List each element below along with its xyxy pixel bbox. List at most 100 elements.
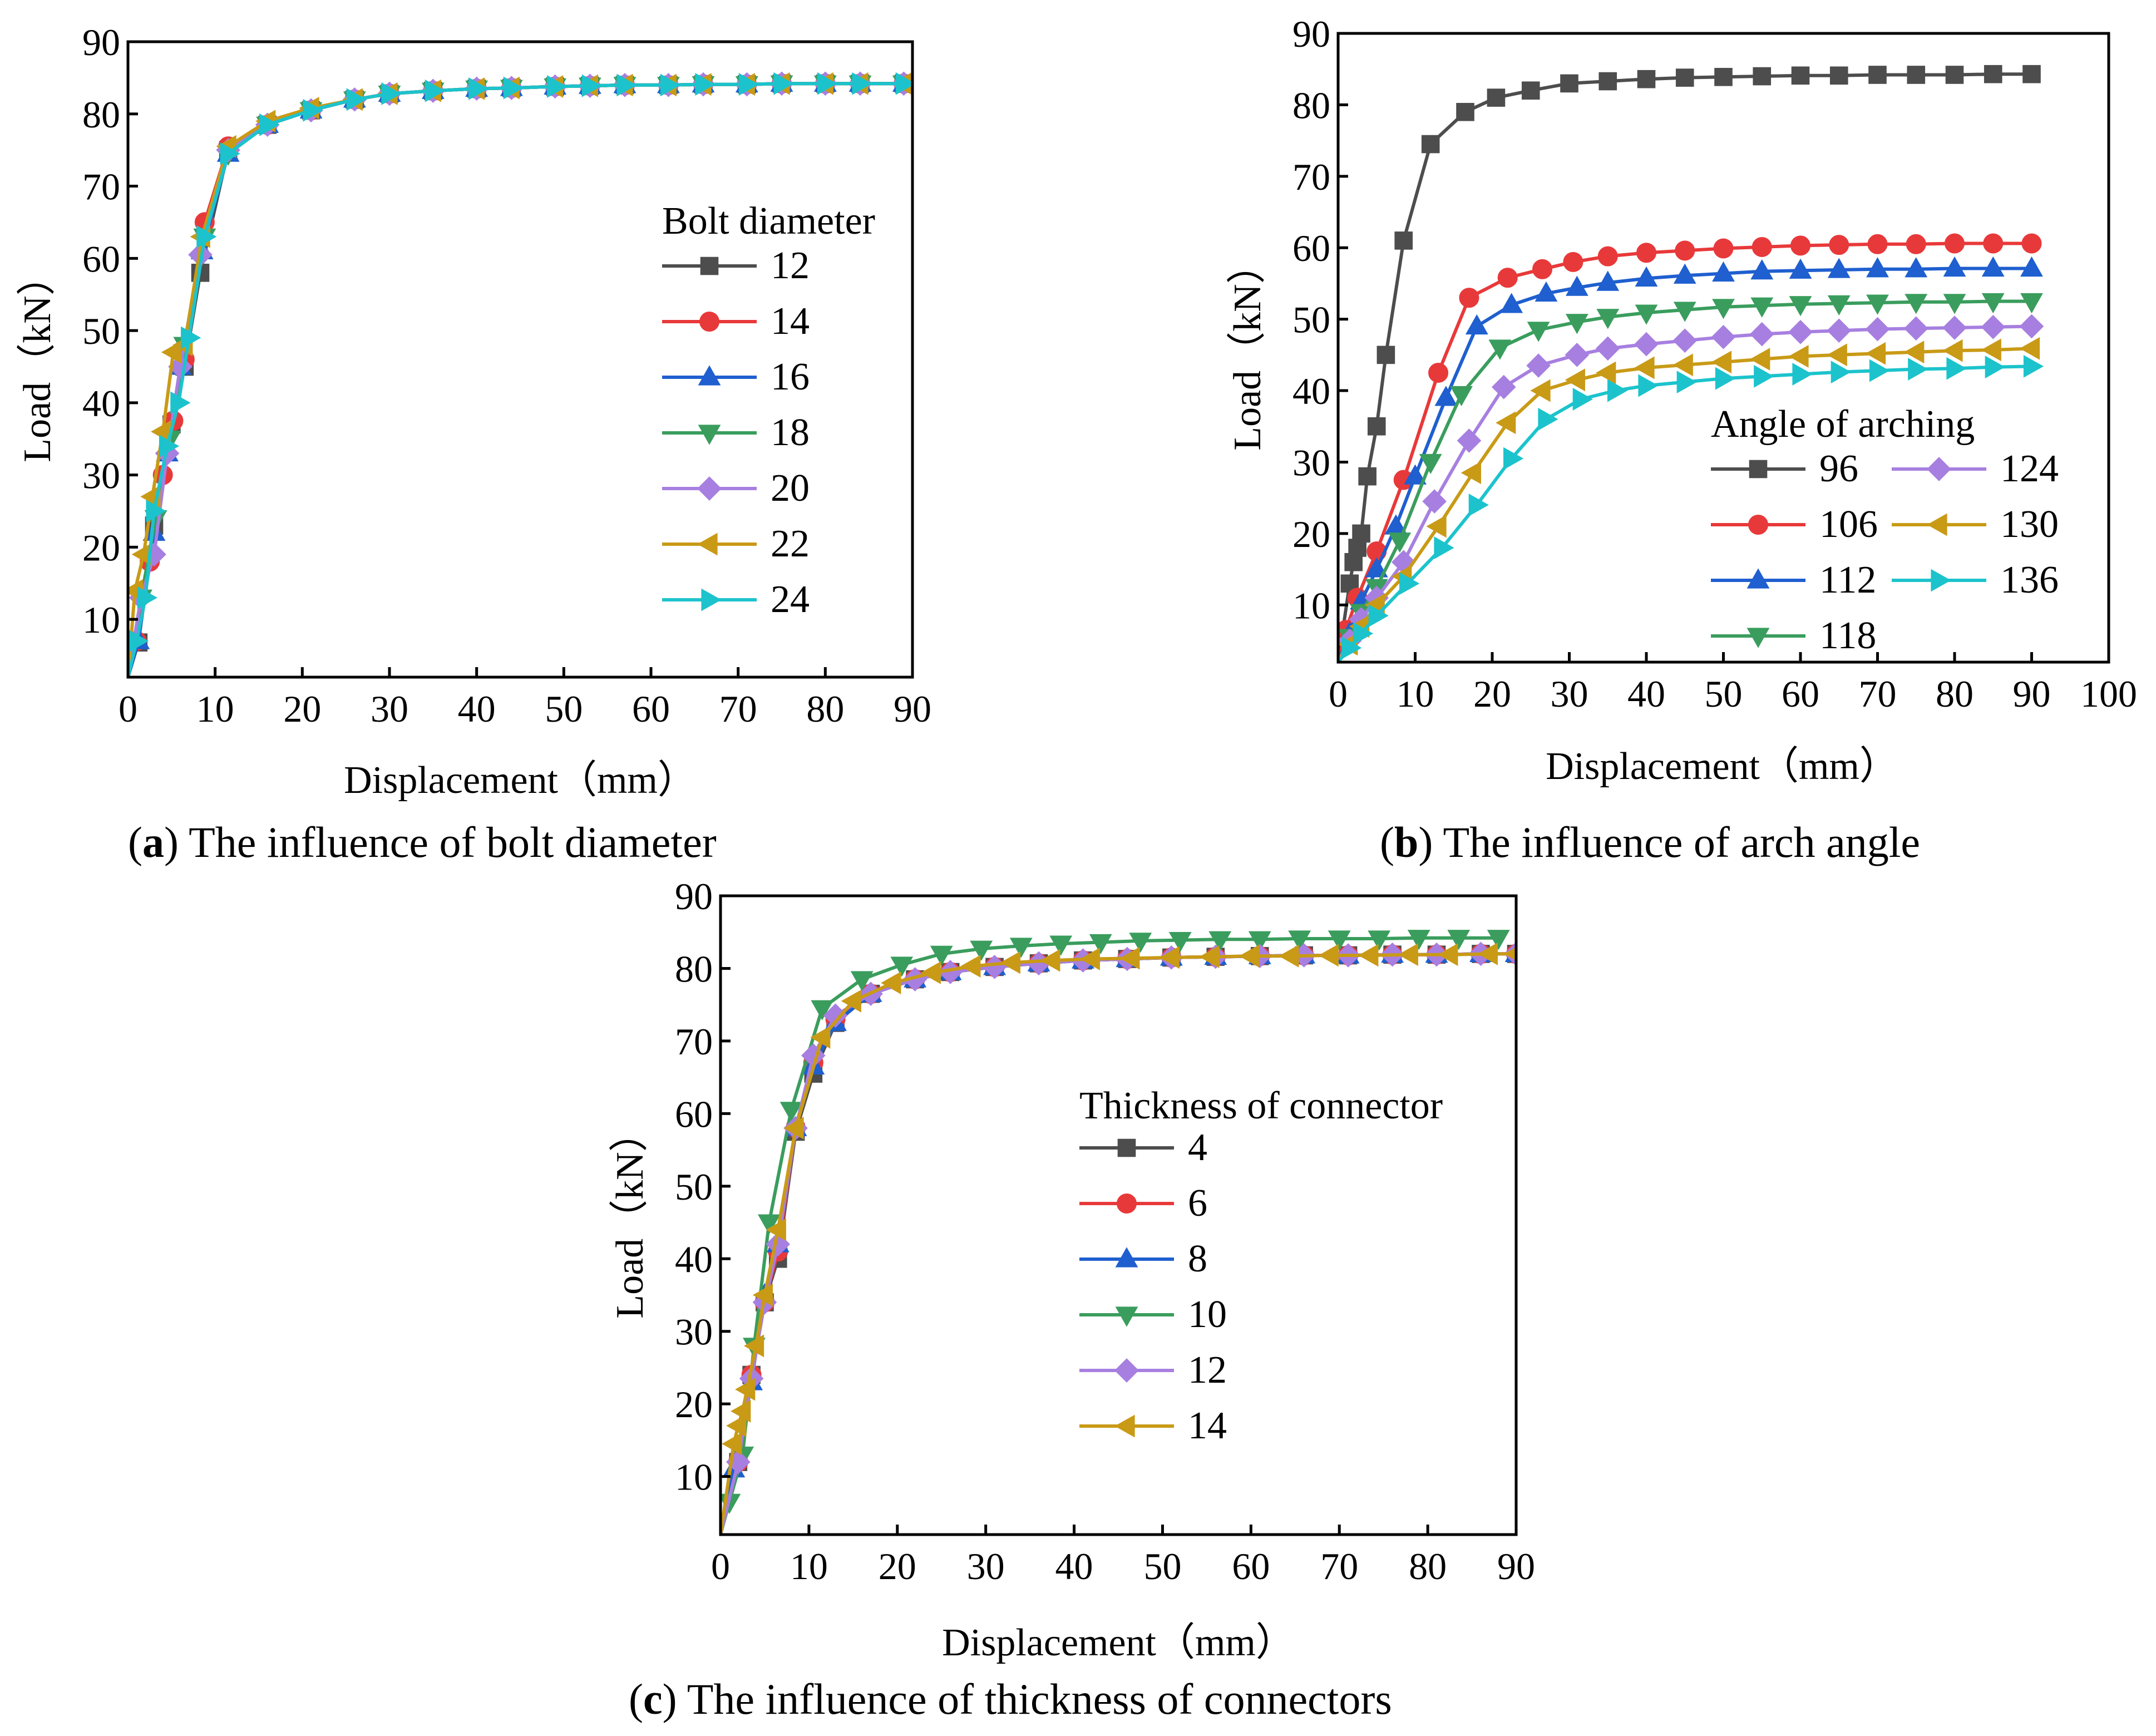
legend-marker (700, 257, 719, 275)
data-point (1461, 461, 1481, 485)
data-point (1672, 353, 1693, 377)
legend-item-96: 96 (1711, 447, 1858, 490)
legend-item-16: 16 (662, 356, 810, 398)
legend-item-22: 22 (662, 522, 810, 565)
data-point (1497, 268, 1518, 288)
data-point (1945, 233, 1965, 254)
data-point (1713, 238, 1734, 259)
panel-b-xtick-label: 70 (1859, 673, 1897, 715)
legend-item-136: 136 (1892, 559, 2059, 601)
data-point (1827, 343, 1847, 367)
data-point (881, 971, 901, 994)
data-point (960, 955, 981, 978)
data-point (1715, 367, 1736, 390)
data-point (1318, 944, 1339, 967)
panel-b-xtick-label: 80 (1936, 673, 1974, 715)
data-point (895, 72, 912, 95)
panel-a-caption-letter: a (142, 818, 164, 866)
data-point (1526, 353, 1551, 378)
panel-b-series-118 (1338, 293, 2043, 662)
panel-a-ytick-label: 60 (82, 238, 120, 280)
data-point (1465, 314, 1488, 335)
data-point (547, 75, 568, 98)
data-point (1000, 951, 1020, 974)
legend-marker (1931, 569, 1951, 592)
data-point (1673, 302, 1696, 322)
data-point (1079, 948, 1100, 970)
panel-c-ylabel: Load（kN） (609, 1113, 652, 1318)
data-point (2019, 337, 2040, 360)
legend-label: 106 (1819, 503, 1878, 546)
panel-c-ytick-label: 40 (675, 1238, 713, 1280)
panel-b-series (1338, 65, 2044, 662)
data-point (1377, 346, 1395, 364)
panel-c-legend-title: Thickness of connector (1079, 1084, 1443, 1127)
data-point (1388, 532, 1412, 553)
data-point (1358, 467, 1377, 486)
data-point (1159, 946, 1180, 969)
data-point (1983, 233, 2004, 254)
panel-c-caption-letter: c (643, 1675, 663, 1723)
legend-label: 14 (1188, 1404, 1227, 1447)
data-point (1500, 293, 1523, 313)
data-point (1750, 348, 1770, 371)
data-point (1398, 943, 1418, 966)
panel-a-ytick-label: 10 (82, 599, 120, 641)
data-point (1597, 246, 1618, 267)
panel-b-xtick-label: 0 (1329, 673, 1348, 715)
panel-a-xtick-label: 80 (806, 688, 844, 730)
data-point (660, 73, 680, 97)
panel-b-xtick-label: 40 (1627, 673, 1665, 715)
data-point (1635, 304, 1658, 325)
panel-c-ytick-label: 20 (675, 1383, 713, 1426)
data-point (1904, 341, 1925, 364)
legend-marker (1117, 1194, 1137, 1214)
data-point (1572, 388, 1593, 411)
data-point (1753, 67, 1772, 86)
legend-label: 8 (1188, 1237, 1207, 1280)
data-point (1447, 930, 1471, 950)
data-point (1981, 314, 2006, 339)
data-point (1456, 102, 1474, 121)
data-point (220, 142, 240, 165)
data-point (1749, 322, 1774, 347)
legend-marker (1746, 628, 1770, 648)
panel-b-ytick-label: 90 (1292, 13, 1330, 55)
panel-b-ytick-label: 60 (1292, 227, 1330, 269)
data-point (1789, 296, 1812, 317)
data-point (1404, 464, 1427, 485)
legend-item-24: 24 (662, 578, 810, 621)
legend-label: 6 (1188, 1182, 1207, 1225)
data-point (1487, 88, 1506, 107)
panel-c-ytick-label: 70 (675, 1020, 713, 1063)
data-point (1865, 342, 1886, 365)
panel-a-ticks: 0 10 20 30 40 50 60 70 80 90 10 20 30 40 50 60 70 80 90 (82, 21, 931, 730)
data-point (1521, 81, 1540, 100)
data-point (1829, 235, 1849, 255)
panel-a-xtick-label: 0 (119, 688, 137, 730)
data-point (1676, 371, 1697, 394)
data-point (1538, 407, 1558, 431)
legend-label: 12 (1188, 1349, 1227, 1392)
data-point (1119, 946, 1140, 970)
legend-label: 118 (1819, 614, 1876, 657)
panel-b-xtick-label: 10 (1397, 673, 1434, 715)
data-point (1634, 356, 1655, 379)
series-line (1338, 347, 2032, 662)
data-point (1866, 257, 1889, 278)
legend-marker (1114, 1358, 1139, 1383)
legend-marker (697, 532, 718, 556)
data-point (1905, 294, 1928, 314)
data-point (1353, 622, 1374, 645)
data-point (783, 1117, 804, 1140)
data-point (1434, 386, 1458, 406)
data-point (1488, 339, 1512, 360)
data-point (1595, 336, 1620, 361)
data-point (743, 1334, 764, 1358)
series-line (721, 952, 1516, 1535)
legend-item-14: 14 (662, 300, 810, 343)
panel-a-xtick-label: 70 (719, 688, 757, 730)
legend-item-112: 112 (1711, 559, 1876, 601)
data-point (1635, 266, 1658, 287)
legend-item-4: 4 (1079, 1126, 1207, 1169)
